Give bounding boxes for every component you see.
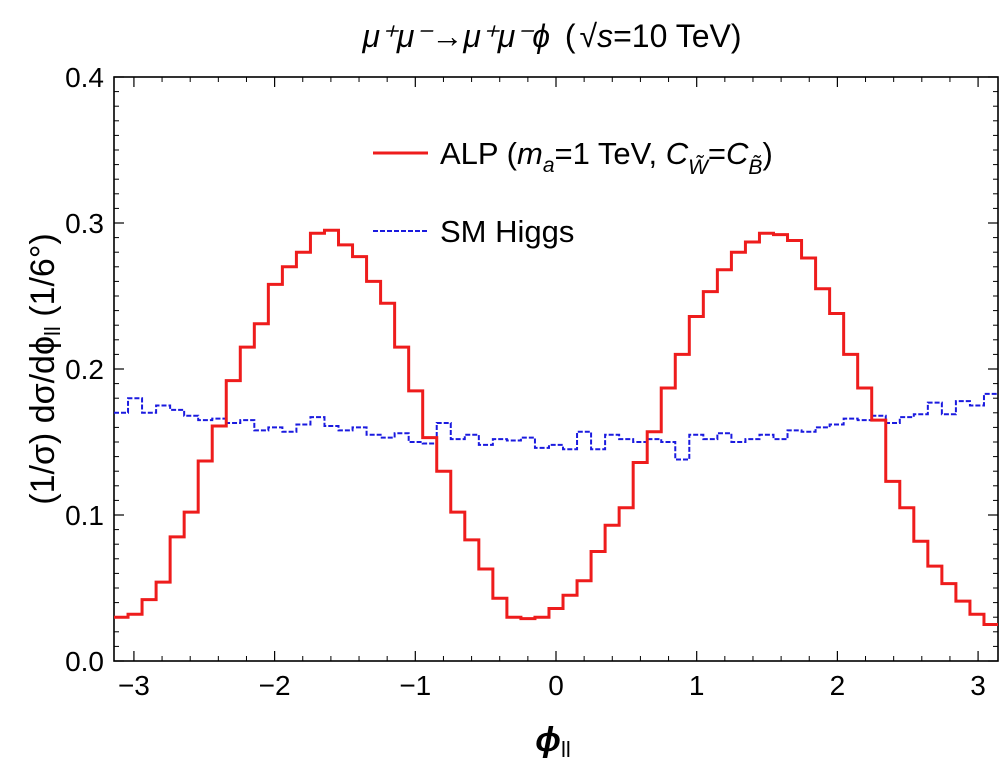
legend: ALP (ma=1 TeV, CW̃=CB̃) SM Higgs (373, 136, 773, 249)
x-tick-label: 2 (830, 670, 846, 701)
y-tick-label: 0.4 (65, 62, 104, 93)
x-tick-label: 1 (689, 670, 705, 701)
series-sm-higgs (114, 392, 998, 461)
x-axis-label: ϕll (535, 721, 571, 762)
legend-alp-label: ALP (ma=1 TeV, CW̃=CB̃) (440, 136, 773, 179)
x-tick-label: −1 (399, 670, 431, 701)
y-tick-label: 0.3 (65, 208, 104, 239)
y-axis-label: (1/σ) dσ/dϕll (1/6°) (24, 233, 65, 504)
axis-ticks (114, 76, 998, 662)
y-tick-label: 0.2 (65, 354, 104, 385)
x-tick-label: −2 (259, 670, 291, 701)
legend-sm-label: SM Higgs (440, 214, 574, 249)
x-tick-label: 3 (970, 670, 986, 701)
y-tick-label: 0.1 (65, 500, 104, 531)
x-tick-labels: −3 −2 −1 0 1 2 3 (118, 670, 986, 701)
chart-title: μ⁺μ⁻→μ⁺μ⁻ϕ (√s=10 TeV) (362, 18, 742, 54)
y-tick-label: 0.0 (65, 646, 104, 677)
x-tick-label: 0 (548, 670, 564, 701)
series-alp (114, 228, 998, 626)
x-tick-label: −3 (118, 670, 150, 701)
y-tick-labels: 0.0 0.1 0.2 0.3 0.4 (65, 62, 104, 677)
